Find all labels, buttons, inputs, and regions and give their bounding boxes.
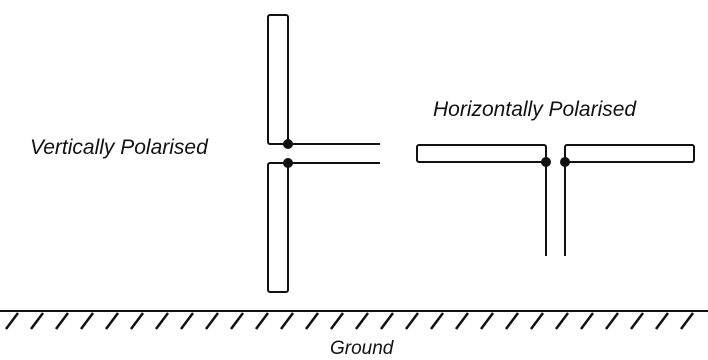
ground-hatch-mark bbox=[605, 312, 619, 330]
ground-hatch-mark bbox=[230, 312, 244, 330]
ground-hatch-mark bbox=[580, 312, 594, 330]
horizontal-dipole-right-element bbox=[564, 144, 695, 163]
ground-hatch-mark bbox=[505, 312, 519, 330]
vertical-feed-point-lower bbox=[283, 158, 293, 168]
ground-hatching bbox=[5, 312, 694, 330]
ground-hatch-mark bbox=[405, 312, 419, 330]
vertical-feed-point-upper bbox=[283, 139, 293, 149]
vertical-dipole bbox=[267, 14, 380, 293]
ground-symbol bbox=[0, 310, 708, 330]
ground-hatch-mark bbox=[305, 312, 319, 330]
vertical-dipole-upper-element bbox=[267, 14, 289, 145]
ground-hatch-mark bbox=[80, 312, 94, 330]
ground-hatch-mark bbox=[55, 312, 69, 330]
ground-hatch-mark bbox=[630, 312, 644, 330]
ground-hatch-mark bbox=[530, 312, 544, 330]
ground-hatch-mark bbox=[430, 312, 444, 330]
vertically-polarised-label: Vertically Polarised bbox=[30, 136, 208, 159]
ground-hatch-mark bbox=[455, 312, 469, 330]
ground-hatch-mark bbox=[280, 312, 294, 330]
ground-hatch-mark bbox=[105, 312, 119, 330]
ground-hatch-mark bbox=[480, 312, 494, 330]
ground-hatch-mark bbox=[655, 312, 669, 330]
horizontal-feed-point-right bbox=[560, 157, 570, 167]
ground-hatch-mark bbox=[205, 312, 219, 330]
ground-hatch-mark bbox=[680, 312, 694, 330]
horizontally-polarised-label: Horizontally Polarised bbox=[433, 98, 637, 121]
vertical-dipole-lower-element bbox=[267, 162, 289, 293]
ground-hatch-mark bbox=[130, 312, 144, 330]
ground-hatch-mark bbox=[180, 312, 194, 330]
ground-hatch-mark bbox=[30, 312, 44, 330]
ground-hatch-mark bbox=[330, 312, 344, 330]
ground-hatch-mark bbox=[255, 312, 269, 330]
horizontal-feed-point-left bbox=[541, 157, 551, 167]
ground-hatch-mark bbox=[5, 312, 19, 330]
ground-hatch-mark bbox=[355, 312, 369, 330]
ground-hatch-mark bbox=[155, 312, 169, 330]
horizontal-dipole-left-element bbox=[416, 144, 547, 163]
ground-label: Ground bbox=[330, 338, 394, 359]
ground-hatch-mark bbox=[380, 312, 394, 330]
horizontal-dipole bbox=[416, 144, 695, 256]
ground-hatch-mark bbox=[555, 312, 569, 330]
